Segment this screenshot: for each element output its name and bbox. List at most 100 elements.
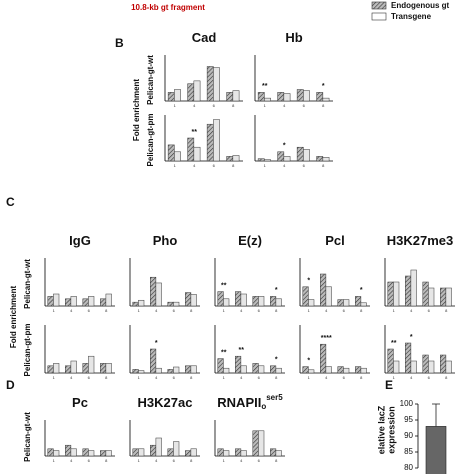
x-tick-label: 4 bbox=[193, 163, 196, 168]
bar bbox=[174, 151, 181, 162]
bar bbox=[132, 369, 139, 374]
bar bbox=[422, 281, 429, 307]
x-tick-label: 4 bbox=[410, 308, 413, 313]
significance: * bbox=[307, 278, 310, 285]
bar bbox=[70, 448, 77, 457]
row-label: Pelican-gt-pm bbox=[146, 114, 155, 167]
chart-title: Pho bbox=[153, 233, 178, 248]
bar bbox=[425, 426, 447, 474]
bar bbox=[387, 348, 394, 374]
bar bbox=[88, 296, 95, 307]
x-tick-label: 6 bbox=[88, 375, 91, 380]
bar bbox=[53, 450, 60, 457]
x-tick-label: 1 bbox=[264, 103, 267, 108]
bar bbox=[88, 450, 95, 457]
x-tick-label: 4 bbox=[410, 375, 413, 380]
significance: ** bbox=[221, 349, 227, 356]
row-label: Pelican-gt-wt bbox=[23, 412, 32, 462]
x-tick-label: 1 bbox=[138, 375, 141, 380]
bar bbox=[132, 301, 139, 307]
bar bbox=[187, 137, 195, 162]
bar bbox=[258, 296, 265, 307]
x-tick-label: 8 bbox=[275, 458, 278, 463]
significance: ** bbox=[239, 347, 245, 354]
bar bbox=[167, 92, 175, 102]
bar bbox=[387, 281, 394, 307]
bar bbox=[252, 430, 259, 457]
x-tick-label: 1 bbox=[174, 103, 177, 108]
bar bbox=[405, 342, 412, 374]
bar bbox=[264, 159, 271, 162]
bar bbox=[187, 83, 195, 102]
bar bbox=[206, 123, 214, 162]
bar bbox=[302, 286, 309, 307]
bar bbox=[105, 450, 112, 457]
title-text: H3K27me3 bbox=[387, 233, 454, 248]
significance: * bbox=[307, 357, 310, 364]
x-tick-label: 1 bbox=[174, 163, 177, 168]
x-tick-label: 8 bbox=[105, 375, 108, 380]
bar bbox=[100, 363, 107, 374]
bar bbox=[264, 97, 271, 102]
title-text: IgG bbox=[69, 233, 91, 248]
x-tick-label: 4 bbox=[155, 375, 158, 380]
bar bbox=[296, 146, 304, 162]
bar bbox=[240, 293, 247, 307]
bar bbox=[174, 89, 181, 102]
title-text: Cad bbox=[192, 30, 217, 45]
significance: * bbox=[360, 287, 363, 294]
bar bbox=[167, 144, 175, 162]
bar bbox=[70, 360, 77, 374]
bar bbox=[235, 355, 242, 374]
chart-title: H3K27ac bbox=[138, 395, 193, 410]
bar bbox=[193, 80, 201, 102]
bar bbox=[173, 301, 180, 307]
x-tick-label: 1 bbox=[223, 375, 226, 380]
bar bbox=[428, 360, 435, 374]
bar bbox=[410, 269, 417, 307]
x-tick-label: 8 bbox=[360, 308, 363, 313]
x-tick-label: 4 bbox=[70, 375, 73, 380]
bar bbox=[440, 354, 447, 374]
bar bbox=[316, 156, 324, 162]
x-tick-label: 8 bbox=[275, 308, 278, 313]
bar bbox=[150, 276, 157, 307]
x-tick-label: 6 bbox=[213, 163, 216, 168]
x-tick-label: 4 bbox=[70, 308, 73, 313]
x-tick-label: 6 bbox=[88, 458, 91, 463]
chart-title: Hb bbox=[285, 30, 302, 45]
bar bbox=[65, 365, 72, 374]
bar bbox=[47, 365, 54, 374]
bar bbox=[82, 448, 89, 457]
x-tick-label: 4 bbox=[155, 458, 158, 463]
bar bbox=[206, 66, 214, 102]
bar bbox=[100, 450, 107, 457]
bar bbox=[235, 291, 242, 307]
bar bbox=[185, 292, 192, 307]
bar bbox=[47, 448, 54, 457]
significance: * bbox=[275, 357, 278, 364]
bar bbox=[193, 146, 201, 162]
x-tick-label: 6 bbox=[428, 375, 431, 380]
significance: * bbox=[322, 83, 325, 90]
section-label: E bbox=[385, 378, 393, 392]
x-tick-label: 6 bbox=[88, 308, 91, 313]
significance: ** bbox=[192, 129, 198, 136]
bar bbox=[303, 90, 310, 102]
legend-swatch bbox=[371, 1, 387, 10]
axis-label: Fold enrichment bbox=[9, 286, 18, 349]
bar bbox=[185, 365, 192, 374]
chart-title: E(z) bbox=[238, 233, 262, 248]
x-tick-label: 8 bbox=[190, 375, 193, 380]
y-tick-label: 100 bbox=[400, 399, 414, 408]
bar bbox=[167, 448, 174, 457]
bar bbox=[445, 360, 452, 374]
x-tick-label: 1 bbox=[393, 308, 396, 313]
x-tick-label: 8 bbox=[105, 458, 108, 463]
bar bbox=[235, 448, 242, 457]
bar bbox=[422, 354, 429, 374]
bar bbox=[343, 299, 350, 307]
x-tick-label: 1 bbox=[393, 375, 396, 380]
bar bbox=[53, 293, 60, 307]
